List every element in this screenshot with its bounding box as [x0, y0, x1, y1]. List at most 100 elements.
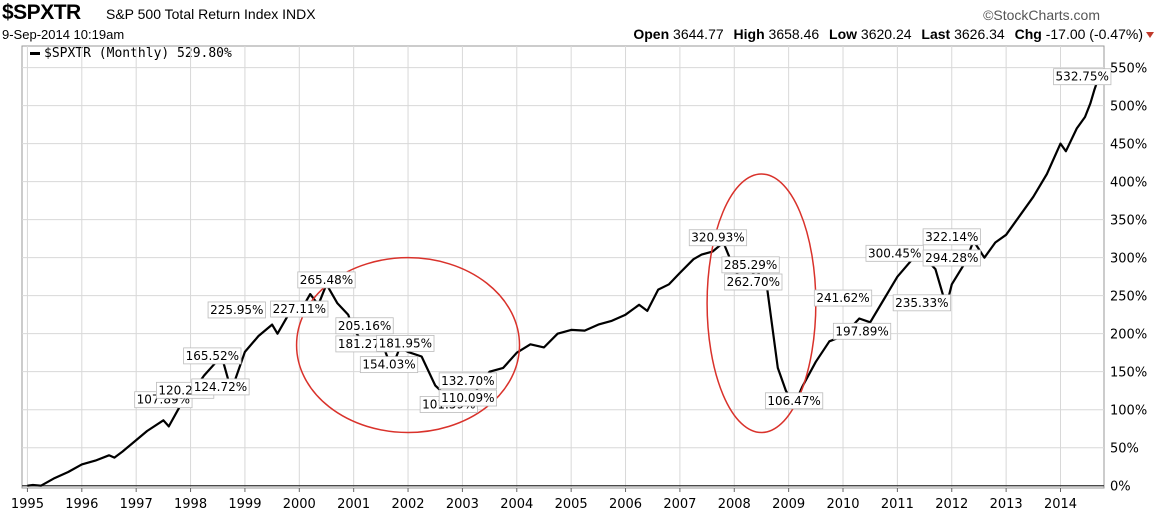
- annotation-label: 124.72%: [191, 378, 250, 396]
- down-triangle-icon: [1146, 32, 1154, 39]
- plot-frame: [21, 45, 1105, 489]
- x-tick-label: 2009: [772, 497, 805, 512]
- annotation-label: 165.52%: [183, 347, 242, 365]
- x-tick-label: 2012: [935, 497, 968, 512]
- symbol-description: S&P 500 Total Return Index INDX: [106, 6, 316, 22]
- annotation-text: 320.93%: [691, 231, 744, 245]
- exchange-label: INDX: [282, 6, 316, 22]
- annotation-label: 227.11%: [270, 300, 329, 318]
- x-tick-label: 2010: [826, 497, 859, 512]
- annotation-label: 154.03%: [359, 356, 419, 374]
- annotation-label: 106.47%: [764, 392, 824, 410]
- high-label: High: [733, 26, 765, 42]
- annotation-box: [359, 356, 419, 374]
- annotation-box: [297, 271, 356, 289]
- y-tick-label: 450%: [1110, 138, 1147, 153]
- annotation-text: 181.95%: [379, 336, 432, 350]
- annotation-label: 285.29%: [721, 256, 780, 274]
- x-tick-label: 2011: [881, 497, 914, 512]
- annotation-box: [764, 392, 824, 410]
- annotation-text: 322.14%: [925, 230, 978, 244]
- annotation-label: 241.62%: [813, 289, 873, 307]
- last-label: Last: [921, 26, 951, 42]
- chg-value: -17.00 (-0.47%): [1045, 26, 1143, 42]
- annotation-label: 197.89%: [832, 322, 892, 340]
- quote-bar: Open 3644.77 High 3658.46 Low 3620.24 La…: [633, 26, 1154, 42]
- y-tick-label: 300%: [1110, 252, 1147, 267]
- low-label: Low: [829, 26, 858, 42]
- series-line: [27, 80, 1099, 487]
- annotation-label: 225.95%: [207, 301, 266, 319]
- annotation-label: 262.70%: [724, 273, 783, 291]
- x-tick-label: 2001: [337, 497, 370, 512]
- annotation-box: [335, 317, 394, 335]
- open-value: 3644.77: [673, 26, 724, 42]
- annotation-label: 294.28%: [922, 249, 981, 267]
- x-tick-label: 1999: [228, 497, 261, 512]
- annotation-label: 532.75%: [1053, 68, 1112, 86]
- x-tick-label: 2007: [663, 497, 696, 512]
- annotation-box: [191, 378, 250, 396]
- annotation-text: 285.29%: [724, 258, 777, 272]
- annotation-text: 106.47%: [767, 394, 820, 408]
- last-value: 3626.34: [954, 26, 1005, 42]
- annotation-text: 262.70%: [727, 275, 780, 289]
- annotation-box: [1053, 68, 1112, 86]
- high-value: 3658.46: [768, 26, 820, 42]
- annotation-box: [183, 347, 242, 365]
- x-tick-label: 1995: [11, 497, 44, 512]
- annotation-box: [922, 228, 981, 246]
- annotation-text: 165.52%: [186, 349, 239, 363]
- annotation-label: 322.14%: [922, 228, 981, 246]
- annotation-box: [376, 334, 435, 352]
- y-tick-label: 350%: [1110, 214, 1147, 229]
- annotation-text: 235.33%: [895, 296, 948, 310]
- y-tick-label: 400%: [1110, 176, 1147, 191]
- annotation-text: 154.03%: [362, 358, 415, 372]
- legend-label: $SPXTR (Monthly) 529.80%: [44, 46, 232, 61]
- x-tick-label: 2000: [283, 497, 316, 512]
- y-tick-label: 200%: [1110, 328, 1147, 343]
- y-tick-label: 50%: [1110, 442, 1139, 457]
- x-tick-label: 1998: [174, 497, 207, 512]
- y-tick-label: 500%: [1110, 100, 1147, 115]
- open-label: Open: [633, 26, 670, 42]
- x-tick-label: 2005: [555, 497, 588, 512]
- chart-datetime: 9-Sep-2014 10:19am: [2, 27, 125, 42]
- annotation-label: 300.45%: [865, 244, 924, 262]
- stockcharts-credit: ©StockCharts.com: [983, 7, 1100, 23]
- annotation-label: 181.95%: [376, 334, 435, 352]
- x-tick-label: 2014: [1044, 497, 1077, 512]
- plot-area: [27, 80, 1099, 487]
- annotation-box: [832, 322, 892, 340]
- annotation-box: [688, 229, 748, 247]
- annotation-label: 110.09%: [438, 389, 497, 407]
- symbol-title: $SPXTR: [2, 1, 81, 24]
- x-tick-label: 2008: [718, 497, 751, 512]
- highlight-circle: [295, 256, 521, 434]
- x-tick-label: 1997: [120, 497, 153, 512]
- annotation-text: 300.45%: [868, 246, 921, 260]
- annotation-box: [270, 300, 329, 318]
- annotation-label: 235.33%: [892, 294, 951, 312]
- x-axis: 1995 1996 1997 1998 1999 2000 2001 2002 2003 2004…: [11, 488, 1077, 512]
- low-value: 3620.24: [860, 26, 912, 42]
- annotation-text: 132.70%: [441, 374, 494, 388]
- annotation-box: [922, 249, 981, 267]
- x-tick-label: 2013: [990, 497, 1023, 512]
- gridlines: [21, 45, 1105, 489]
- annotation-text: 241.62%: [816, 291, 869, 305]
- annotation-text: 205.16%: [338, 319, 391, 333]
- y-tick-label: 100%: [1110, 404, 1147, 419]
- chg-label: Chg: [1014, 26, 1042, 42]
- annotation-text: 197.89%: [835, 324, 888, 338]
- annotation-box: [892, 294, 951, 312]
- chart-legend: $SPXTR (Monthly) 529.80%: [30, 46, 232, 61]
- annotation-box: [813, 289, 873, 307]
- x-tick-label: 2003: [446, 497, 479, 512]
- x-tick-label: 2002: [391, 497, 424, 512]
- x-tick-label: 2004: [500, 497, 533, 512]
- y-tick-label: 150%: [1110, 366, 1147, 381]
- y-tick-label: 250%: [1110, 290, 1147, 305]
